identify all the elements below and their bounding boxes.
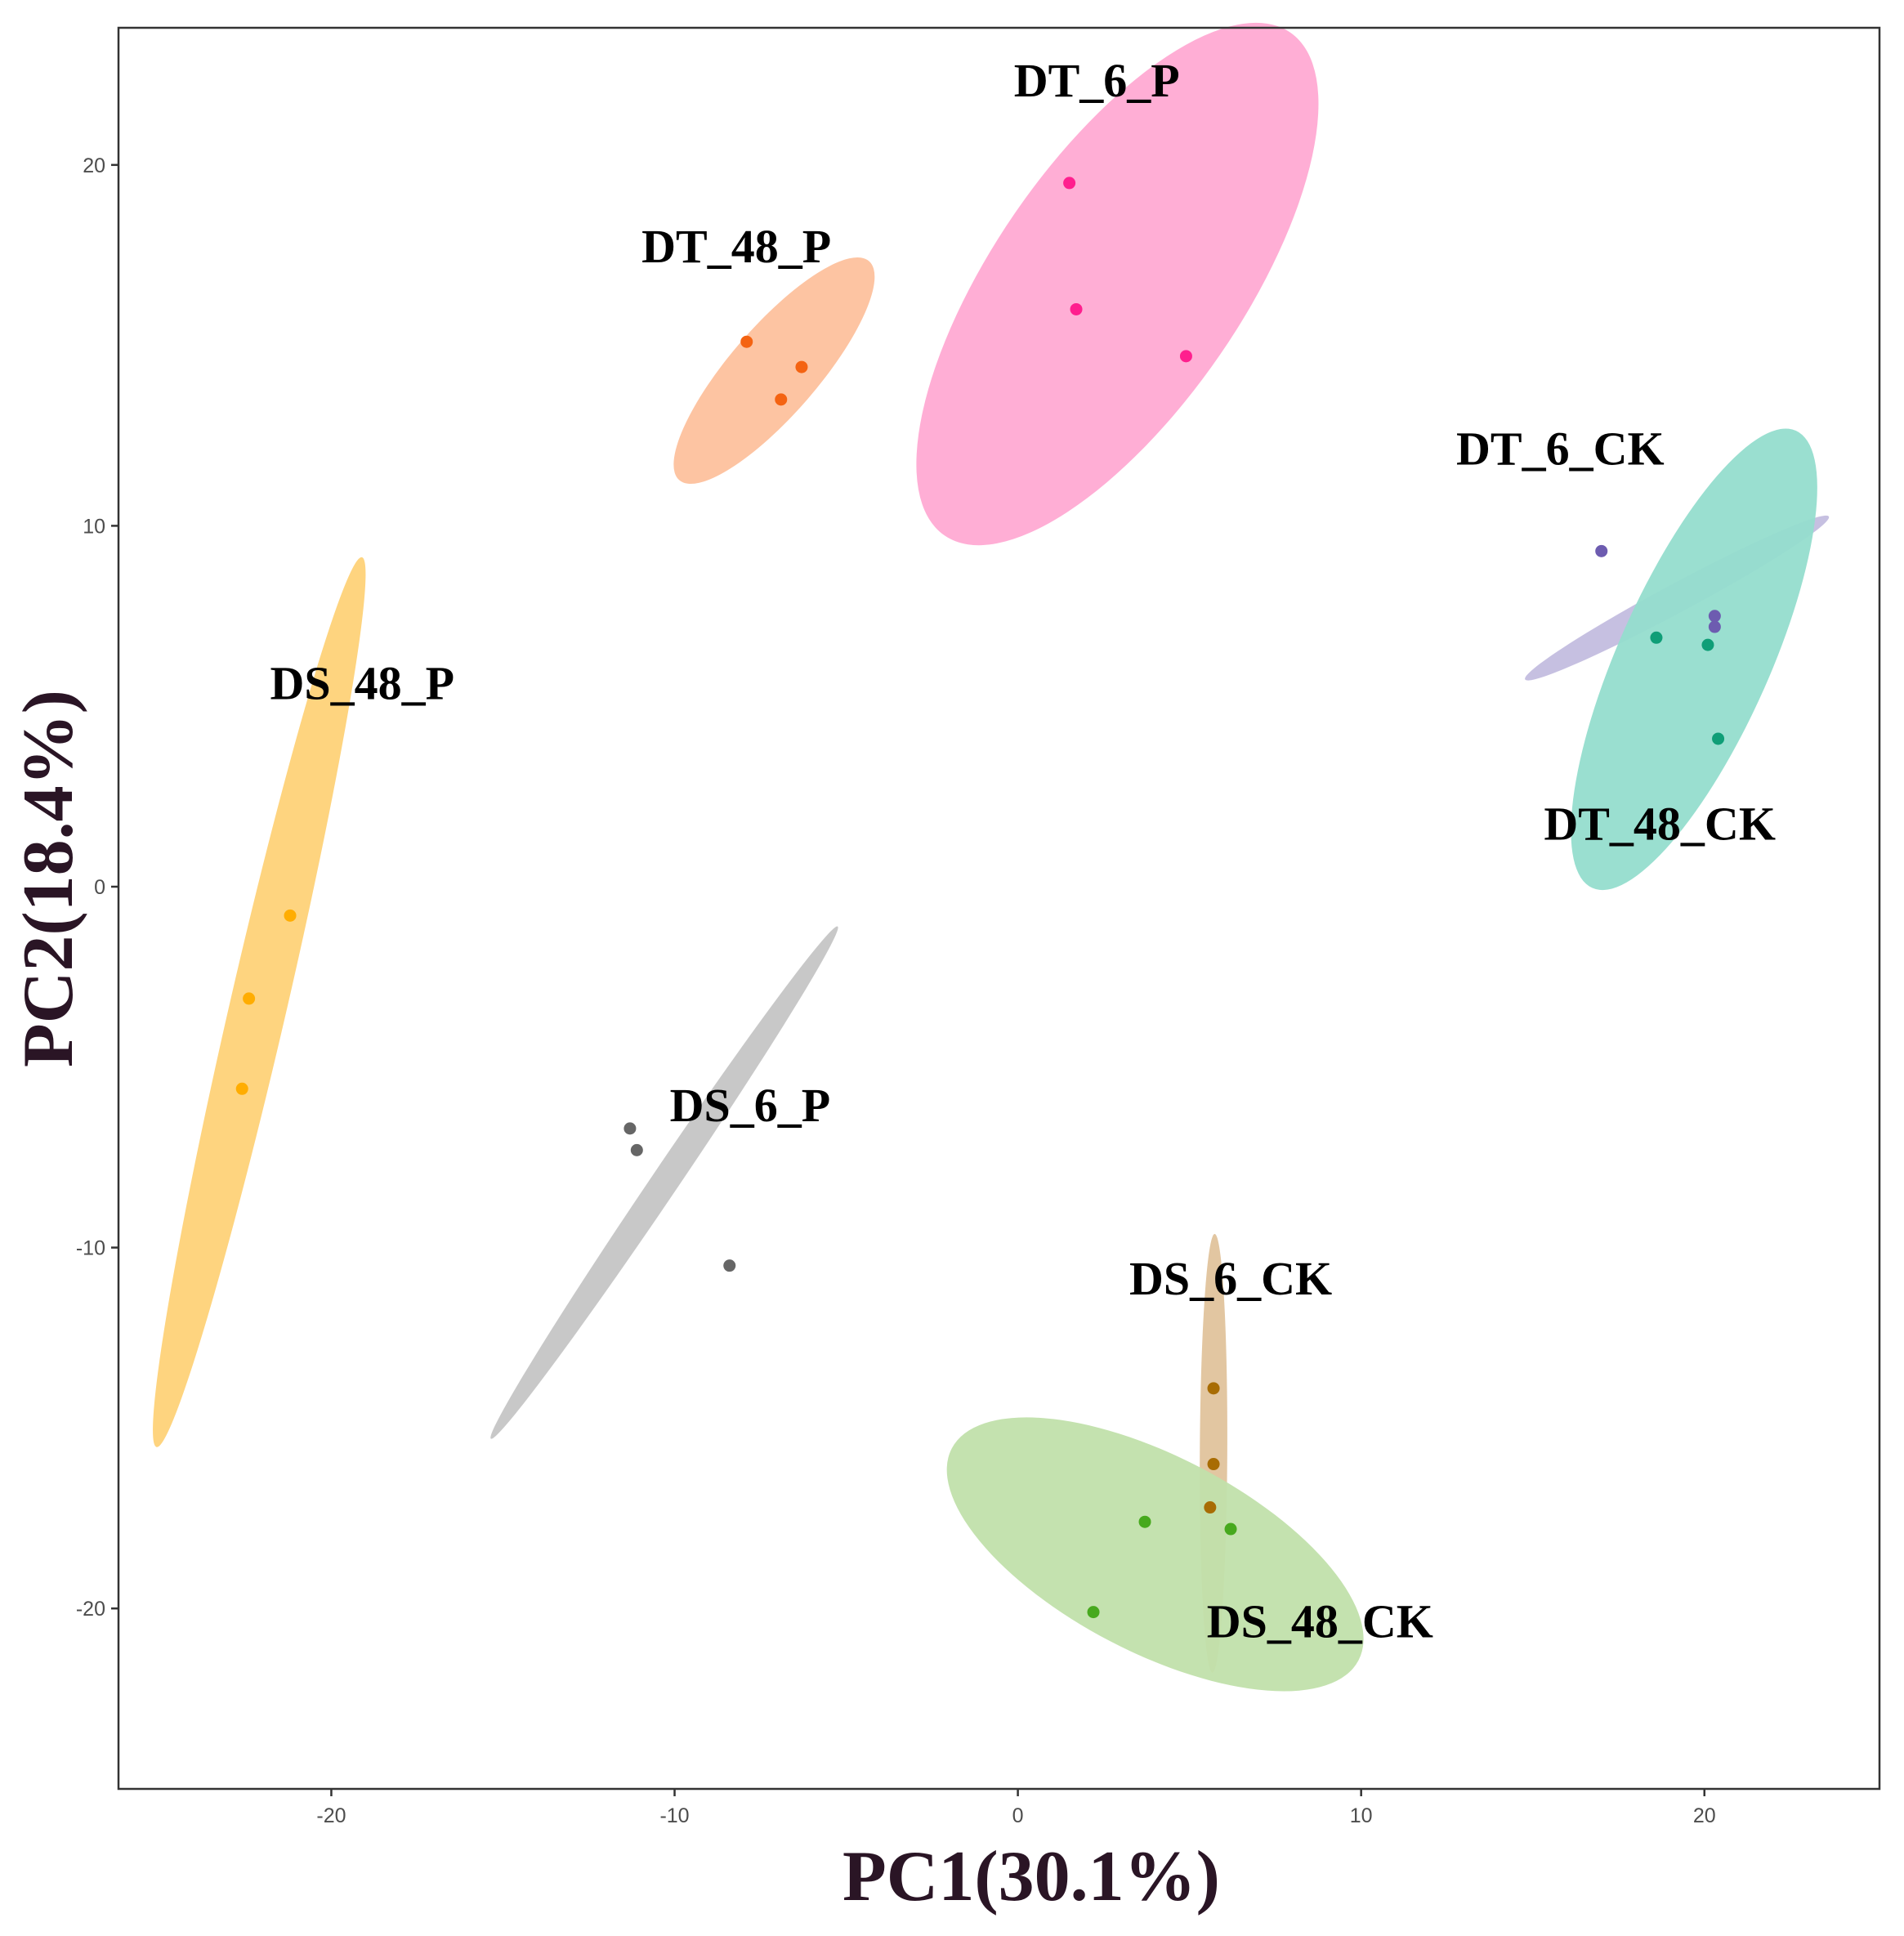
point-ds-6-p-3	[723, 1259, 736, 1272]
point-dt-6-p-3	[1179, 350, 1192, 363]
x-axis-title: PC1(30.1%)	[842, 1837, 1220, 1916]
point-dt-48-ck-3	[1712, 732, 1725, 745]
data-points	[235, 177, 1725, 1619]
group-label-dt-6-p: DT_6_P	[1014, 54, 1180, 107]
y-tick-label: 10	[83, 515, 105, 538]
point-ds-48-p-3	[235, 1082, 248, 1095]
x-tick-label: -20	[316, 1804, 346, 1827]
y-axis-title: PC2(18.4%)	[9, 690, 88, 1067]
ellipse-dt-48-ck	[1571, 428, 1817, 891]
confidence-ellipses	[153, 22, 1830, 1692]
x-tick-label: -10	[659, 1804, 689, 1827]
point-dt-6-p-2	[1070, 302, 1083, 315]
point-ds-6-ck-2	[1207, 1458, 1220, 1471]
point-ds-48-ck-2	[1224, 1522, 1237, 1536]
group-label-ds-6-p: DS_6_P	[670, 1079, 831, 1132]
ellipse-dt-6-p	[916, 22, 1319, 546]
point-dt-6-p-1	[1063, 177, 1076, 190]
group-label-ds-48-p: DS_48_P	[270, 656, 454, 709]
x-tick-label: 10	[1350, 1804, 1373, 1827]
point-dt-48-p-2	[795, 360, 808, 373]
group-label-dt-48-p: DT_48_P	[641, 220, 831, 273]
x-tick-label: 0	[1012, 1804, 1024, 1827]
point-dt-6-ck-2	[1708, 610, 1721, 623]
point-dt-48-p-1	[740, 335, 753, 348]
x-tick-label: 20	[1693, 1804, 1716, 1827]
group-label-dt-48-ck: DT_48_CK	[1544, 798, 1776, 851]
point-dt-6-ck-3	[1708, 620, 1721, 633]
y-tick-label: -20	[76, 1598, 105, 1621]
group-label-ds-48-ck: DS_48_CK	[1207, 1595, 1433, 1648]
group-label-ds-6-ck: DS_6_CK	[1129, 1252, 1332, 1305]
y-axis: 20 10 0 -10 -20	[76, 154, 118, 1621]
ellipse-ds-48-ck	[946, 1417, 1364, 1692]
point-ds-48-p-2	[243, 992, 256, 1005]
group-label-dt-6-ck: DT_6_CK	[1456, 422, 1665, 475]
group-labels: DT_6_P DT_48_P DT_6_CK DT_48_CK DS_48_P DS_6_…	[270, 54, 1775, 1648]
point-ds-48-ck-3	[1087, 1606, 1100, 1619]
ellipse-dt-48-p	[673, 257, 875, 485]
point-dt-48-ck-1	[1650, 631, 1663, 644]
point-dt-48-ck-2	[1701, 638, 1714, 651]
point-ds-6-p-2	[630, 1143, 643, 1156]
plot-border	[117, 26, 1881, 1791]
point-ds-6-ck-3	[1204, 1501, 1217, 1514]
ellipse-ds-48-p	[153, 557, 366, 1447]
y-tick-label: 20	[83, 154, 105, 177]
point-dt-6-ck-1	[1595, 544, 1608, 557]
point-ds-48-ck-1	[1138, 1515, 1151, 1528]
point-ds-48-p-1	[284, 909, 297, 922]
ellipse-ds-6-p	[490, 926, 838, 1439]
x-axis: -20 -10 0 10 20	[316, 1789, 1716, 1827]
point-dt-48-p-3	[775, 393, 788, 406]
y-tick-label: 0	[94, 876, 105, 899]
point-ds-6-ck-1	[1207, 1382, 1220, 1395]
point-ds-6-p-1	[623, 1122, 637, 1135]
y-tick-label: -10	[76, 1237, 105, 1260]
